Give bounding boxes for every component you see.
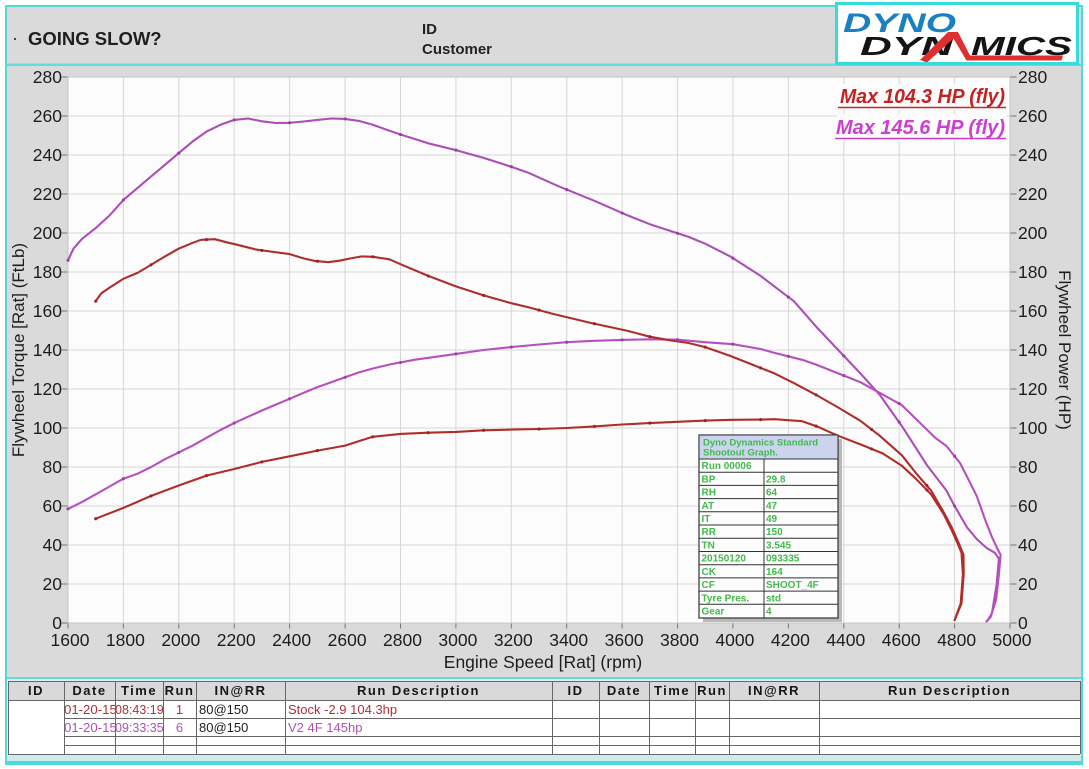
svg-text:240: 240 <box>1018 145 1047 165</box>
svg-text:140: 140 <box>1018 340 1047 360</box>
svg-text:49: 49 <box>766 514 778 525</box>
svg-text:20: 20 <box>43 574 63 594</box>
svg-text:Flywheel Power (HP): Flywheel Power (HP) <box>1055 270 1074 430</box>
svg-text:3400: 3400 <box>549 630 588 650</box>
svg-text:120: 120 <box>33 379 62 399</box>
svg-text:Gear: Gear <box>702 607 725 618</box>
svg-text:160: 160 <box>1018 301 1047 321</box>
svg-text:240: 240 <box>33 145 62 165</box>
svg-text:IT: IT <box>702 514 711 525</box>
svg-text:1600: 1600 <box>51 630 90 650</box>
svg-text:Max 145.6 HP (fly): Max 145.6 HP (fly) <box>836 116 1005 139</box>
svg-text:220: 220 <box>33 184 62 204</box>
svg-text:Flywheel Torque [Rat] (FtLb): Flywheel Torque [Rat] (FtLb) <box>9 243 28 457</box>
svg-text:std: std <box>766 593 781 604</box>
svg-text:40: 40 <box>43 535 63 555</box>
svg-text:2800: 2800 <box>383 630 422 650</box>
svg-text:280: 280 <box>33 67 62 87</box>
svg-text:100: 100 <box>1018 418 1047 438</box>
svg-text:200: 200 <box>1018 223 1047 243</box>
svg-text:150: 150 <box>766 527 783 538</box>
svg-text:260: 260 <box>1018 106 1047 126</box>
svg-text:RR: RR <box>702 527 717 538</box>
svg-text:1800: 1800 <box>106 630 145 650</box>
svg-text:CF: CF <box>702 580 715 591</box>
svg-text:20: 20 <box>1018 574 1038 594</box>
svg-text:120: 120 <box>1018 379 1047 399</box>
svg-text:3200: 3200 <box>494 630 533 650</box>
svg-text:80: 80 <box>43 457 63 477</box>
svg-text:60: 60 <box>43 496 63 516</box>
svg-text:4000: 4000 <box>715 630 754 650</box>
svg-text:5000: 5000 <box>993 630 1032 650</box>
svg-text:200: 200 <box>33 223 62 243</box>
svg-text:4400: 4400 <box>826 630 865 650</box>
svg-text:2600: 2600 <box>328 630 367 650</box>
svg-text:2400: 2400 <box>272 630 311 650</box>
svg-text:3000: 3000 <box>438 630 477 650</box>
svg-text:2000: 2000 <box>161 630 200 650</box>
svg-text:DYNO: DYNO <box>843 8 956 38</box>
svg-text:Max 104.3 HP (fly): Max 104.3 HP (fly) <box>840 85 1005 108</box>
svg-text:BP: BP <box>702 474 716 485</box>
svg-text:260: 260 <box>33 106 62 126</box>
svg-text:64: 64 <box>766 488 778 499</box>
svg-text:TN: TN <box>702 541 715 552</box>
svg-text:29.8: 29.8 <box>766 474 786 485</box>
svg-text:2200: 2200 <box>217 630 256 650</box>
svg-text:3800: 3800 <box>660 630 699 650</box>
svg-text:4200: 4200 <box>771 630 810 650</box>
svg-text:164: 164 <box>766 567 783 578</box>
svg-text:RH: RH <box>702 488 716 499</box>
svg-text:180: 180 <box>1018 262 1047 282</box>
svg-text:CK: CK <box>702 567 717 578</box>
svg-text:100: 100 <box>33 418 62 438</box>
svg-text:0: 0 <box>52 613 62 633</box>
svg-text:Engine Speed [Rat] (rpm): Engine Speed [Rat] (rpm) <box>444 652 642 672</box>
svg-text:Tyre Pres.: Tyre Pres. <box>702 593 750 604</box>
svg-text:4800: 4800 <box>937 630 976 650</box>
svg-text:140: 140 <box>33 340 62 360</box>
svg-text:4: 4 <box>766 607 772 618</box>
svg-text:60: 60 <box>1018 496 1038 516</box>
svg-text:4600: 4600 <box>882 630 921 650</box>
svg-text:Dyno Dynamics Standard: Dyno Dynamics Standard <box>703 438 818 449</box>
svg-text:280: 280 <box>1018 67 1047 87</box>
svg-text:180: 180 <box>33 262 62 282</box>
svg-text:3.545: 3.545 <box>766 541 791 552</box>
svg-text:160: 160 <box>33 301 62 321</box>
svg-text:Shootout Graph.: Shootout Graph. <box>703 448 778 459</box>
svg-text:0: 0 <box>1018 613 1028 633</box>
svg-text:3600: 3600 <box>605 630 644 650</box>
svg-text:Run 00006: Run 00006 <box>702 461 752 472</box>
svg-text:47: 47 <box>766 501 778 512</box>
svg-text:80: 80 <box>1018 457 1038 477</box>
svg-text:220: 220 <box>1018 184 1047 204</box>
svg-text:AT: AT <box>702 501 715 512</box>
svg-text:40: 40 <box>1018 535 1038 555</box>
svg-text:20150120: 20150120 <box>702 554 747 565</box>
svg-text:SHOOT_4F: SHOOT_4F <box>766 580 819 591</box>
svg-text:093335: 093335 <box>766 554 800 565</box>
